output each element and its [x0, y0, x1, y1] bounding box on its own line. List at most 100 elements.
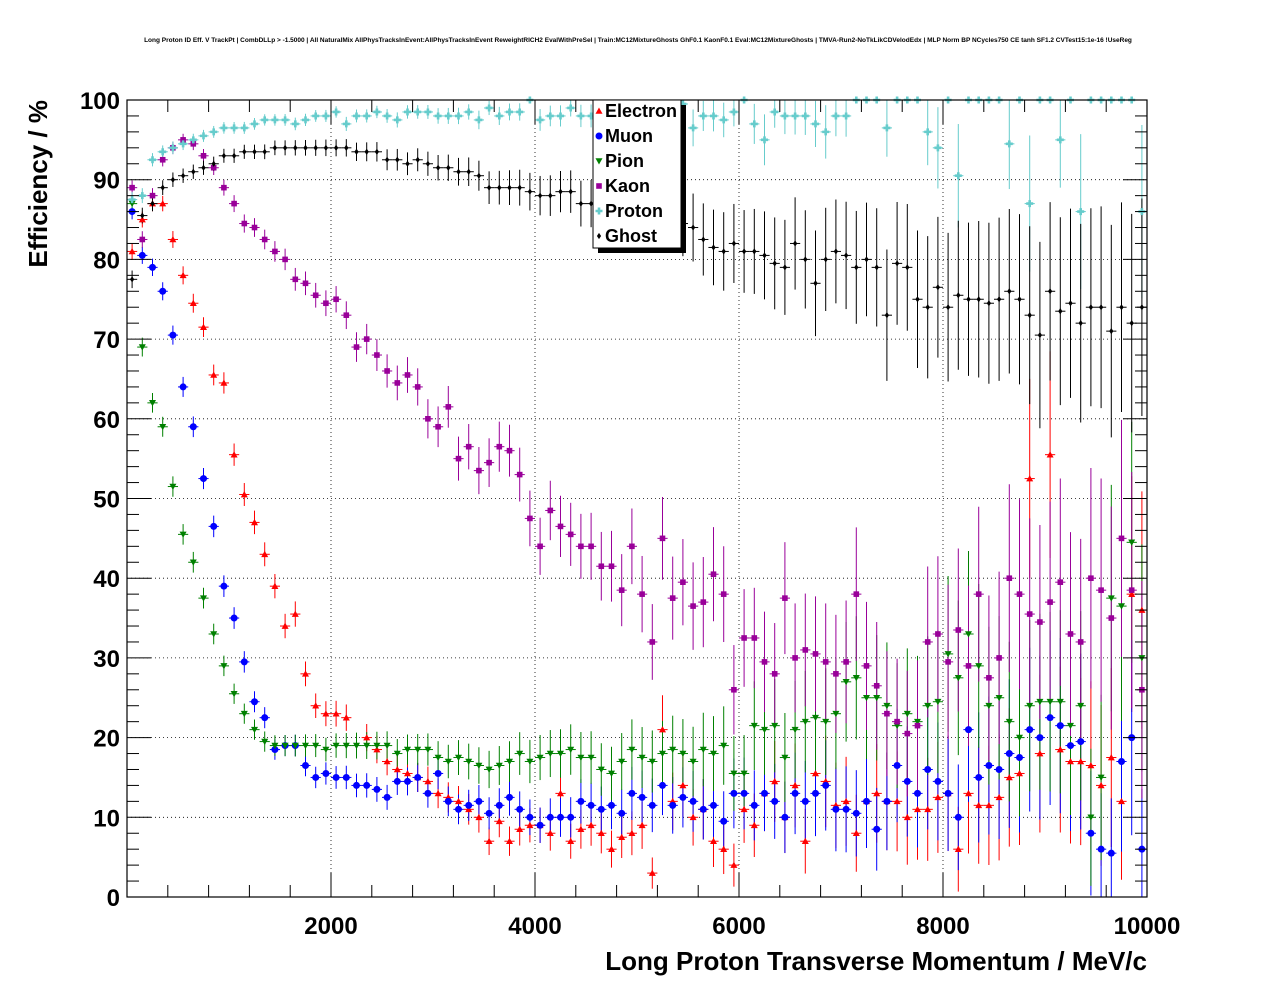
data-point-proton [720, 116, 728, 124]
data-point-ghost [578, 200, 583, 207]
data-point-muon [1067, 742, 1074, 750]
data-point-ghost [1007, 288, 1012, 295]
data-point-muon [985, 761, 993, 769]
data-point-ghost [1058, 308, 1063, 315]
data-point-electron [638, 821, 646, 829]
data-point-muon [995, 765, 1003, 773]
legend-box [592, 99, 682, 249]
data-point-proton [546, 112, 554, 120]
x-axis-title: Long Proton Transverse Momentum / MeV/c [605, 946, 1147, 976]
data-point-ghost [1088, 304, 1093, 311]
data-point-ghost [854, 264, 859, 271]
data-point-muon [1077, 738, 1085, 746]
data-point-electron [271, 582, 279, 589]
data-point-pion [781, 754, 789, 762]
data-point-pion [954, 675, 962, 682]
data-point-proton [781, 112, 789, 120]
data-point-proton [465, 108, 473, 116]
data-point-electron [720, 845, 728, 852]
data-point-electron [240, 491, 248, 498]
data-point-kaon [537, 543, 543, 550]
data-point-kaon [374, 352, 380, 358]
data-point-electron [373, 746, 381, 753]
y-tick-label: 100 [80, 88, 120, 115]
data-point-muon [434, 769, 442, 777]
data-point-kaon [802, 647, 809, 653]
data-point-ghost [507, 184, 512, 191]
data-point-proton [210, 128, 218, 136]
data-point-kaon [618, 587, 625, 593]
data-point-proton [342, 120, 350, 128]
data-point-muon [679, 793, 687, 801]
data-point-kaon [527, 515, 533, 522]
data-point-pion [822, 718, 830, 726]
data-point-pion [659, 750, 666, 758]
data-point-pion [710, 750, 717, 758]
data-point-muon [791, 789, 799, 797]
data-point-ghost [844, 252, 849, 259]
data-point-ghost [221, 152, 226, 159]
data-point-muon [577, 797, 585, 805]
data-point-proton [230, 124, 238, 132]
data-point-ghost [813, 280, 818, 287]
data-point-kaon [159, 156, 166, 163]
data-point-ghost [344, 144, 349, 151]
data-point-electron [1046, 451, 1054, 458]
y-tick-label: 10 [93, 805, 120, 832]
data-point-kaon [945, 659, 951, 665]
data-point-ghost [517, 184, 522, 191]
data-point-proton [771, 108, 779, 116]
data-point-electron [128, 247, 136, 255]
data-point-electron [812, 769, 819, 777]
x-tick-label: 10000 [1114, 913, 1181, 940]
data-point-pion [699, 746, 707, 754]
y-tick-label: 80 [93, 247, 120, 274]
data-point-electron [342, 714, 350, 721]
data-point-ghost [752, 248, 757, 255]
data-point-muon [189, 423, 197, 431]
data-point-kaon [506, 447, 513, 454]
data-point-kaon [935, 631, 941, 637]
data-point-proton [842, 112, 850, 120]
data-point-proton [404, 108, 411, 116]
data-point-pion [373, 742, 381, 750]
data-point-muon [404, 777, 411, 785]
data-point-kaon [516, 471, 523, 478]
data-point-pion [210, 631, 218, 638]
axis-ticks [126, 99, 1148, 898]
data-point-proton [1005, 140, 1013, 148]
data-point-muon [465, 801, 473, 809]
data-point-pion [1097, 774, 1105, 781]
data-point-muon [1005, 750, 1013, 758]
data-point-pion [1107, 595, 1115, 602]
data-point-muon [1046, 714, 1054, 722]
data-point-proton [363, 112, 371, 120]
data-point-pion [434, 754, 442, 762]
data-point-proton [567, 104, 575, 112]
data-point-electron [985, 801, 993, 809]
data-point-pion [302, 742, 309, 750]
data-point-muon [975, 773, 983, 781]
data-point-proton [495, 112, 503, 120]
data-point-muon [638, 793, 646, 801]
legend: Electron Muon Pion Kaon Proton Ghost [592, 99, 686, 253]
data-point-muon [944, 789, 952, 797]
data-point-kaon [149, 192, 156, 199]
data-point-ghost [568, 188, 573, 195]
data-point-pion [1036, 698, 1044, 706]
data-point-muon [495, 801, 503, 809]
data-point-electron [852, 829, 860, 837]
data-point-kaon [231, 200, 237, 207]
data-point-kaon [578, 543, 584, 550]
legend-label-kaon: Kaon [605, 176, 650, 196]
data-point-proton [791, 112, 799, 120]
data-point-muon [373, 785, 381, 793]
data-point-ghost [884, 312, 889, 319]
data-point-ghost [1017, 296, 1022, 303]
data-point-pion [720, 742, 728, 750]
data-point-pion [169, 483, 177, 491]
data-point-pion [485, 766, 493, 773]
data-point-pion [363, 742, 371, 750]
data-point-electron [159, 200, 167, 207]
data-point-proton [312, 112, 320, 120]
